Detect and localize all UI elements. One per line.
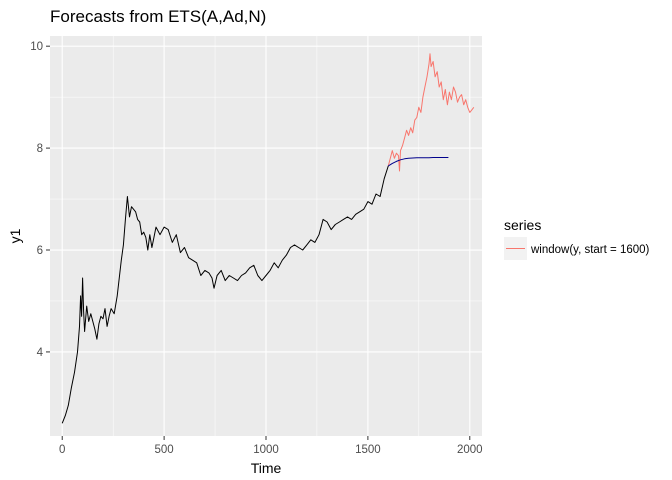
y-tick-label: 10	[30, 41, 43, 53]
x-tick-label: 500	[155, 444, 174, 456]
grid-lines	[50, 36, 482, 436]
x-axis-title: Time	[251, 460, 282, 476]
observed-series-line	[61, 165, 389, 424]
legend: series window(y, start = 1600)	[504, 217, 650, 260]
x-tick-label: 1500	[355, 444, 381, 456]
y-tick-label: 4	[37, 347, 44, 359]
x-tick-label: 0	[59, 444, 65, 456]
x-axis: 0 500 1000 1500 2000	[59, 436, 483, 456]
x-tick-label: 1000	[253, 444, 279, 456]
series-layer	[61, 53, 475, 424]
y-tick-label: 8	[37, 143, 43, 155]
forecast-line	[388, 157, 449, 167]
legend-entry-label: window(y, start = 1600)	[530, 244, 650, 256]
y-axis: 4 6 8 10	[30, 41, 50, 359]
x-tick-label: 2000	[457, 444, 483, 456]
legend-title: series	[504, 217, 541, 233]
y-tick-label: 6	[37, 245, 43, 257]
y-axis-title: y1	[7, 228, 23, 243]
chart-title: Forecasts from ETS(A,Ad,N)	[50, 7, 266, 26]
window-series-line	[387, 53, 475, 172]
